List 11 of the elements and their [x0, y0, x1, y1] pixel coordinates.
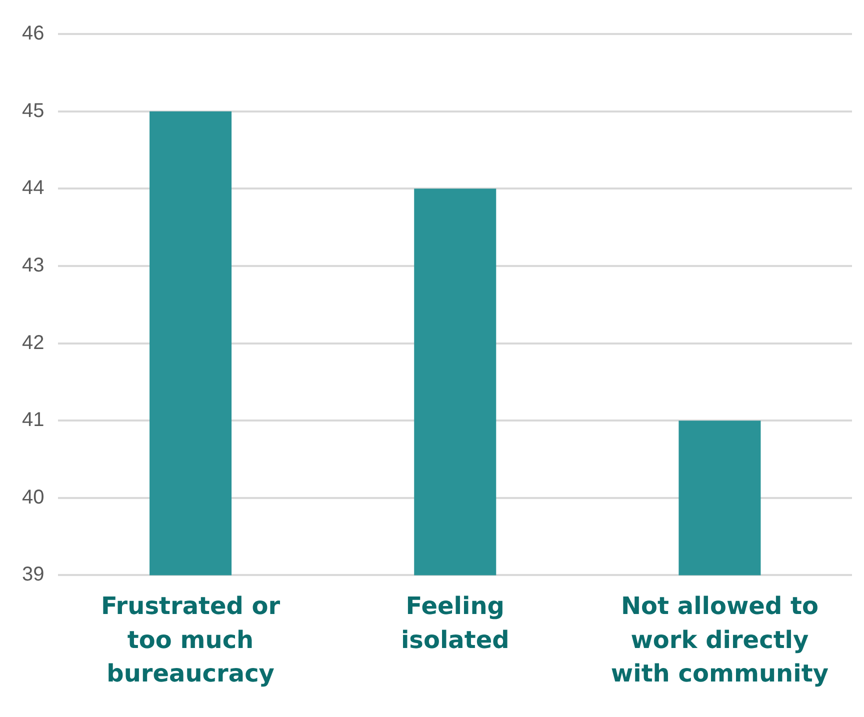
x-tick-label: Feeling isolated	[400, 592, 510, 654]
y-tick-label: 45	[22, 100, 44, 122]
x-tick-label: Not allowed to work directly with community	[610, 592, 829, 688]
y-tick-label: 39	[22, 564, 44, 586]
y-tick-label: 44	[22, 177, 44, 200]
x-tick-label: Frustrated or too much bureaucracy	[100, 592, 280, 688]
y-tick-label: 42	[22, 332, 44, 354]
y-tick-label: 40	[22, 486, 44, 508]
y-tick-label: 46	[22, 22, 44, 45]
y-tick-label: 43	[22, 254, 44, 276]
y-tick-label: 41	[22, 409, 44, 432]
